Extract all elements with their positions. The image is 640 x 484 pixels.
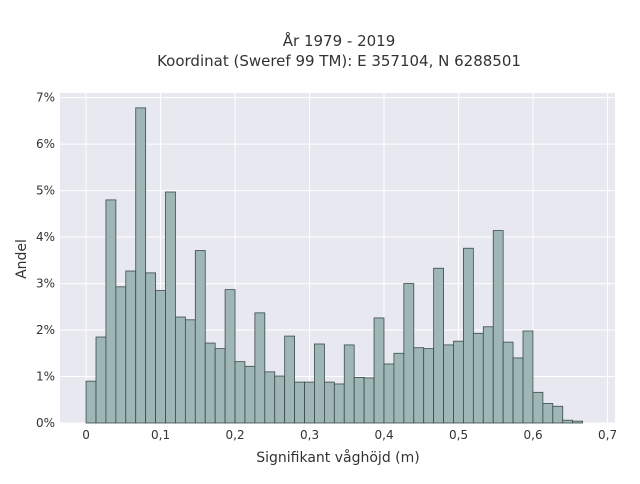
histogram-bar [324, 381, 335, 424]
histogram-bar [572, 420, 583, 424]
histogram-bar [532, 391, 544, 424]
x-tick-label: 0,6 [524, 428, 543, 442]
histogram-bar [105, 199, 117, 424]
histogram-bar [244, 365, 256, 424]
histogram-bar [145, 272, 156, 424]
histogram-bar [562, 419, 574, 424]
histogram-bar [274, 375, 286, 424]
bars [85, 107, 583, 424]
x-tick-label: 0,7 [598, 428, 617, 442]
histogram-bar [343, 344, 355, 424]
histogram-bar [542, 403, 554, 424]
histogram-bar [135, 107, 147, 424]
y-tick-label: 6% [36, 137, 55, 151]
histogram-bar [125, 270, 137, 424]
y-tick-label: 3% [36, 277, 55, 291]
x-tick-label: 0,2 [226, 428, 245, 442]
histogram-bar [353, 377, 365, 424]
x-tick-label: 0 [82, 428, 90, 442]
histogram-bar [264, 371, 276, 424]
histogram-bar [314, 343, 325, 424]
histogram-bar [463, 247, 474, 424]
histogram-bar [522, 330, 534, 424]
histogram-bar [393, 352, 405, 424]
histogram-bar [552, 405, 564, 424]
y-tick-label: 2% [36, 323, 55, 337]
histogram-bar [85, 380, 97, 424]
y-tick-label: 7% [36, 91, 55, 105]
x-tick-label: 0,3 [300, 428, 319, 442]
histogram-bar [433, 267, 444, 424]
histogram-bar [373, 317, 385, 424]
histogram-bar [95, 336, 107, 424]
histogram-bar [512, 357, 524, 424]
x-tick-label: 0,5 [449, 428, 468, 442]
y-tick-label: 0% [36, 416, 55, 430]
histogram-bar [175, 316, 186, 424]
y-tick-label: 5% [36, 184, 55, 198]
chart-title: År 1979 - 2019 [283, 31, 396, 50]
histogram-bar [165, 191, 176, 424]
histogram-bar [472, 332, 484, 424]
histogram-bar [403, 283, 415, 424]
x-axis-ticks: 0 0,1 0,2 0,3 0,4 0,5 0,6 0,7 [82, 428, 617, 442]
histogram-bar [482, 326, 494, 424]
histogram-bar [492, 230, 504, 424]
histogram-bar [194, 250, 206, 424]
histogram-bar [184, 319, 196, 424]
x-tick-label: 0,1 [151, 428, 170, 442]
y-tick-label: 4% [36, 230, 55, 244]
histogram-bar [423, 348, 435, 424]
histogram-bar [234, 361, 246, 424]
histogram-bar [443, 344, 454, 424]
y-axis-ticks: 0% 1% 2% 3% 4% 5% 6% 7% [36, 91, 55, 430]
histogram-bar [155, 290, 166, 424]
histogram-bar [294, 381, 305, 424]
histogram-bar [284, 335, 296, 424]
histogram-bar [502, 341, 514, 424]
histogram-bar [453, 340, 464, 424]
chart-subtitle: Koordinat (Sweref 99 TM): E 357104, N 62… [157, 52, 521, 70]
histogram-bar [304, 381, 315, 424]
histogram-bar [254, 312, 266, 424]
y-axis-label: Andel [14, 239, 30, 279]
histogram-bar [333, 383, 345, 424]
histogram-bar [413, 347, 425, 424]
x-axis-label: Signifikant våghöjd (m) [256, 449, 419, 466]
histogram-bar [224, 289, 236, 424]
histogram-bar [383, 363, 395, 424]
histogram-bar [214, 348, 226, 424]
histogram-bar [115, 286, 127, 424]
histogram-bar [204, 342, 216, 424]
x-tick-label: 0,4 [375, 428, 394, 442]
histogram-bar [363, 377, 375, 424]
y-tick-label: 1% [36, 370, 55, 384]
